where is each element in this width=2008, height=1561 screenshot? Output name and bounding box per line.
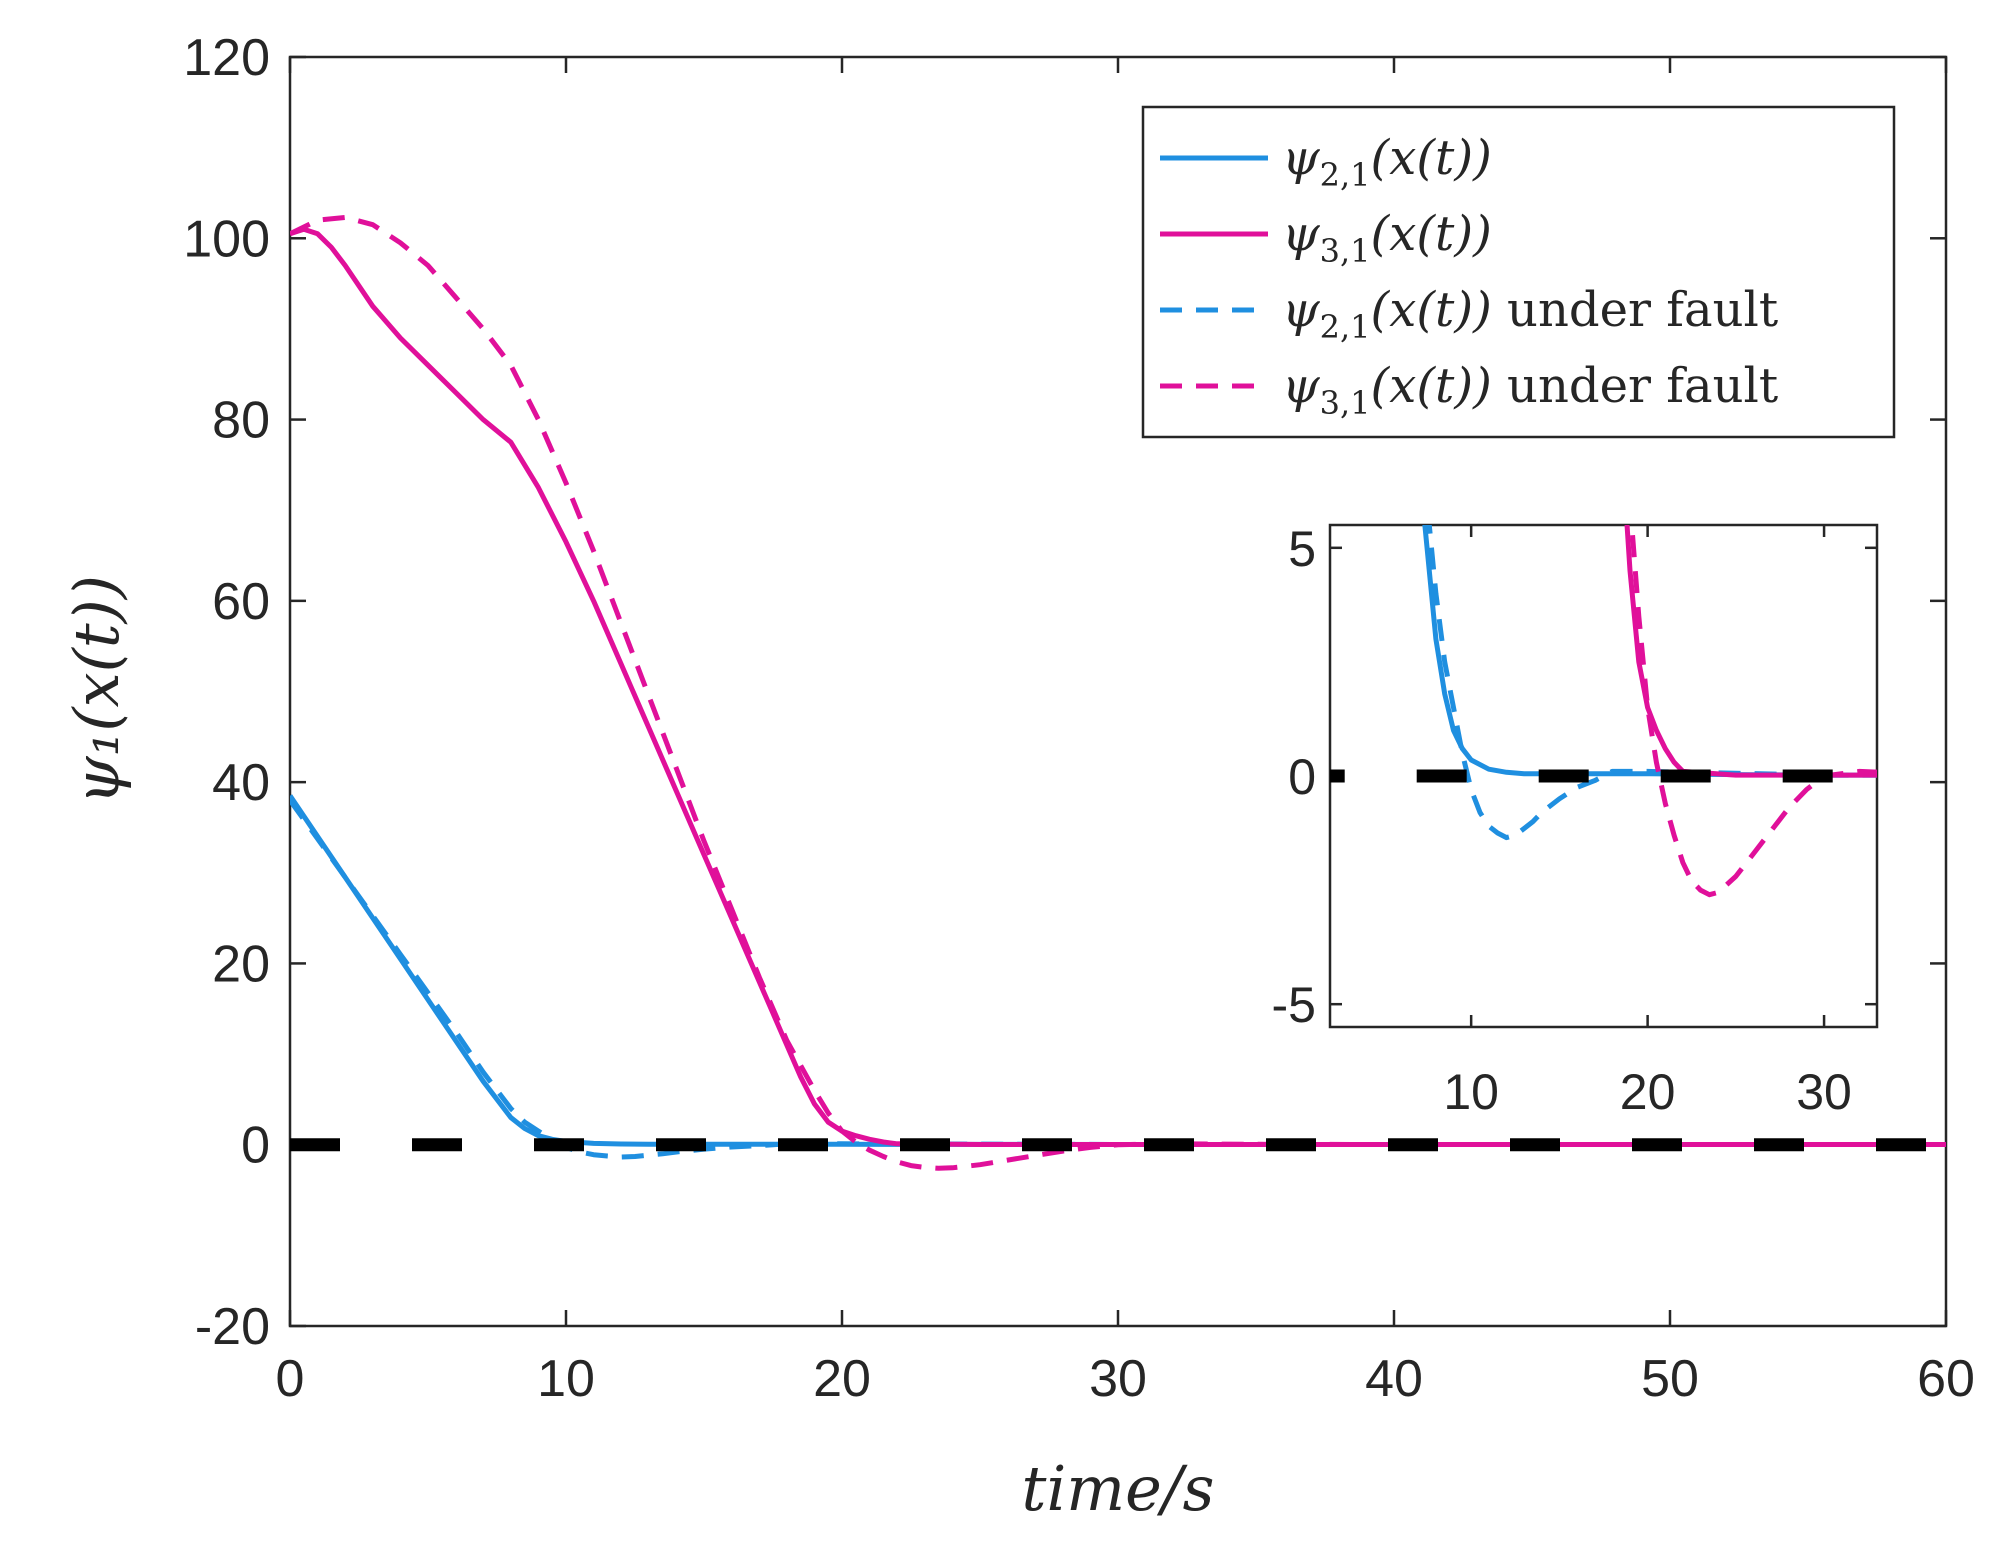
inset-y-tick-label-0: -5 xyxy=(1272,977,1316,1033)
inset-axis-ticks: 10 20 30 -5 0 5 xyxy=(1272,521,1877,1120)
y-tick-label-0: -20 xyxy=(195,1298,270,1356)
legend-item-psi31_fault: ψ3,1(x(t)) under fault xyxy=(1160,358,1778,422)
x-axis-label: time/s xyxy=(1022,1452,1215,1525)
main-series-group xyxy=(290,214,1946,1171)
main-series-psi31 xyxy=(290,226,1946,1147)
legend-label-psi21: ψ2,1(x(t)) xyxy=(1282,130,1492,194)
y-axis-label-text: ψ₁(x(t)) xyxy=(60,575,133,805)
x-axis-label-text: time/s xyxy=(1022,1452,1215,1525)
inset-y-tick-label-1: 0 xyxy=(1288,749,1316,805)
y-tick-label-1: 0 xyxy=(241,1117,270,1175)
y-tick-label-2: 20 xyxy=(212,935,270,993)
x-tick-label-1: 10 xyxy=(537,1350,595,1408)
x-tick-label-0: 0 xyxy=(276,1350,305,1408)
x-tick-label-2: 20 xyxy=(813,1350,871,1408)
legend-label-psi21_fault: ψ2,1(x(t)) under fault xyxy=(1282,282,1778,346)
x-tick-label-3: 30 xyxy=(1089,1350,1147,1408)
legend-item-psi21: ψ2,1(x(t)) xyxy=(1160,130,1492,194)
legend-label-psi31: ψ3,1(x(t)) xyxy=(1282,206,1492,270)
inset-y-tick-label-2: 5 xyxy=(1288,521,1316,577)
main-series-psi31_fault xyxy=(290,214,1946,1171)
y-tick-label-5: 80 xyxy=(212,392,270,450)
legend-item-psi31: ψ3,1(x(t)) xyxy=(1160,206,1492,270)
legend-item-psi21_fault: ψ2,1(x(t)) under fault xyxy=(1160,282,1778,346)
legend-label-psi31_fault: ψ3,1(x(t)) under fault xyxy=(1282,358,1778,422)
inset-series-group xyxy=(1330,525,1877,898)
legend: ψ2,1(x(t)) ψ3,1(x(t)) ψ2,1(x(t)) under fau… xyxy=(1160,130,1778,422)
y-tick-label-7: 120 xyxy=(183,29,270,87)
y-axis-label: ψ₁(x(t)) xyxy=(60,575,133,805)
y-tick-label-3: 40 xyxy=(212,754,270,812)
x-tick-label-4: 40 xyxy=(1365,1350,1423,1408)
inset-x-tick-label-1: 20 xyxy=(1620,1064,1676,1120)
inset-series-psi31 xyxy=(1624,525,1877,778)
y-tick-label-4: 60 xyxy=(212,573,270,631)
y-tick-label-6: 100 xyxy=(183,210,270,268)
inset-series-psi31_fault xyxy=(1629,525,1877,898)
inset-x-tick-label-2: 30 xyxy=(1796,1064,1852,1120)
legend-box xyxy=(1141,105,1896,439)
inset-x-tick-label-0: 10 xyxy=(1443,1064,1499,1120)
inset-series-psi21_fault xyxy=(1426,525,1877,841)
x-tick-label-5: 50 xyxy=(1641,1350,1699,1408)
x-tick-label-6: 60 xyxy=(1917,1350,1975,1408)
